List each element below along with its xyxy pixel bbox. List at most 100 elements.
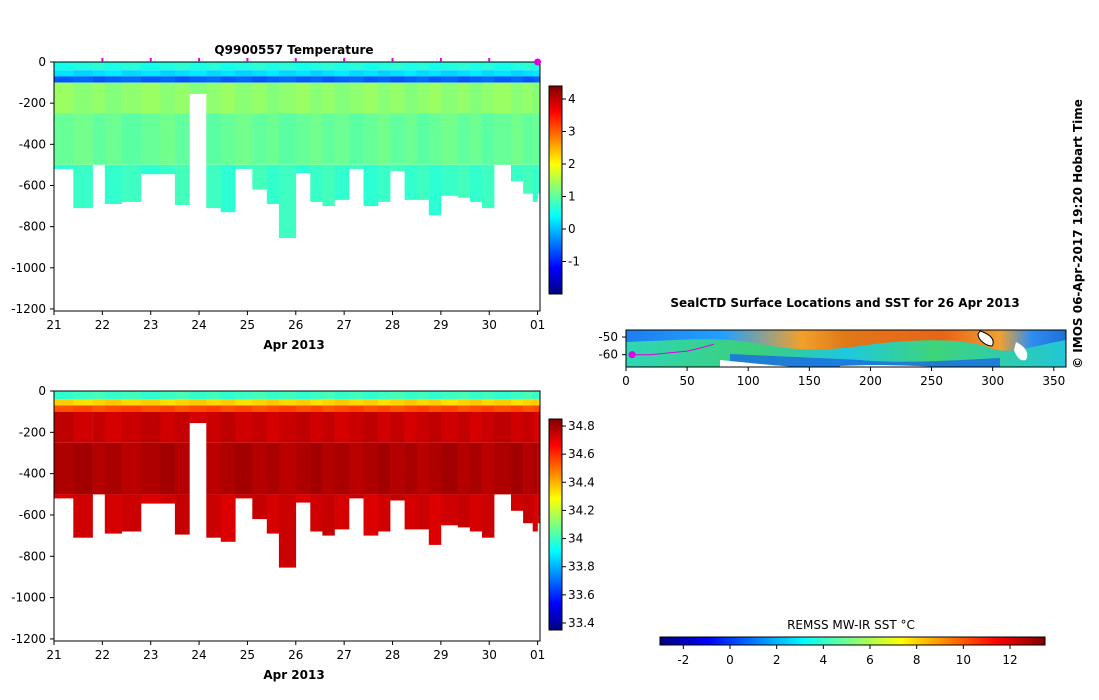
profile-cell: [266, 70, 280, 77]
profile-cell: [220, 411, 236, 443]
sst-map-frame: [625, 329, 1067, 368]
profile-cell: [54, 399, 74, 406]
profile-cell: [532, 405, 538, 412]
profile-cell: [54, 494, 74, 499]
profile-cell: [416, 113, 430, 165]
colorbar-tick-label: 33.8: [568, 560, 595, 574]
y-tick-label: -1200: [11, 632, 46, 646]
profile-cell: [235, 405, 253, 412]
profile-cell: [482, 391, 495, 400]
profile-cell: [428, 76, 442, 83]
profile-cell: [416, 164, 430, 200]
imos-credit: © IMOS 06-Apr-2017 19:20 Hobart Time: [1071, 99, 1085, 369]
profile-cell: [440, 405, 459, 412]
profile-cell: [532, 391, 538, 400]
profile-cell: [334, 399, 350, 406]
profile-cell: [160, 76, 176, 83]
profile-cell: [174, 411, 190, 443]
y-tick-label: -400: [19, 467, 46, 481]
profile-cell: [404, 391, 417, 400]
profile-cell: [523, 82, 534, 114]
profile-cell: [252, 164, 268, 190]
x-tick-label: 250: [920, 374, 943, 388]
profile-cell: [404, 442, 417, 495]
profile-cell: [266, 391, 280, 400]
temperature-colorbar-frame: [548, 85, 563, 295]
profile-cell: [494, 70, 512, 77]
profile-cell: [334, 62, 350, 71]
x-tick-label: 0: [622, 374, 630, 388]
colorbar-tick-label: 12: [1002, 653, 1017, 667]
y-tick-label: 0: [38, 384, 46, 398]
x-tick-label: 21: [46, 318, 61, 332]
x-tick-label: 01: [530, 318, 545, 332]
profile-cell: [349, 82, 364, 114]
profile-cell: [141, 405, 161, 412]
profile-cell: [235, 76, 253, 83]
profile-cell: [206, 62, 222, 71]
profile-cell: [482, 164, 495, 209]
profile-cell: [160, 391, 176, 400]
colorbar-tick-label: 0: [726, 653, 734, 667]
sst-colorbar-title: REMSS MW-IR SST °C: [787, 618, 915, 632]
profile-cell: [390, 391, 405, 400]
profile-cell: [390, 405, 405, 412]
profile-cell: [390, 164, 405, 172]
profile-cell: [440, 113, 459, 165]
profile-cell: [278, 82, 297, 114]
profile-cell: [121, 411, 142, 443]
profile-cell: [220, 399, 236, 406]
profile-cell: [220, 82, 236, 114]
profile-cell: [266, 494, 280, 534]
profile-cell: [160, 442, 176, 495]
seal-track: [632, 343, 715, 356]
y-tick-label: -200: [19, 96, 46, 110]
profile-cell: [440, 494, 459, 526]
profile-cell: [349, 494, 364, 499]
profile-cell: [349, 405, 364, 412]
profile-cell: [457, 70, 471, 77]
profile-cell: [511, 442, 524, 495]
profile-cell: [511, 82, 524, 114]
x-tick-label: 22: [95, 318, 110, 332]
x-tick-label: 28: [385, 318, 400, 332]
profile-cell: [121, 113, 142, 165]
profile-cell: [310, 391, 323, 400]
profile-cell: [189, 411, 207, 424]
profile-cell: [278, 62, 297, 71]
profile-cell: [416, 70, 430, 77]
profile-cell: [266, 62, 280, 71]
temperature-x-ticks: 21 22 23 24 25 26 27 28 29 30 01: [46, 311, 545, 332]
profile-cell: [482, 411, 495, 443]
profile-cell: [310, 82, 323, 114]
profile-cell: [469, 62, 483, 71]
profile-cell: [92, 82, 106, 114]
profile-cell: [235, 113, 253, 165]
profile-cell: [174, 62, 190, 71]
profile-cell: [523, 391, 534, 400]
profile-cell: [416, 411, 430, 443]
x-tick-label: 01: [530, 648, 545, 662]
y-tick-label: -800: [19, 220, 46, 234]
profile-cell: [349, 391, 364, 400]
profile-cell: [482, 494, 495, 538]
y-tick-label: -1200: [11, 302, 46, 316]
profile-cell: [363, 411, 379, 443]
profile-cell: [532, 113, 538, 165]
profile-cell: [310, 405, 323, 412]
profile-cell: [310, 113, 323, 165]
profile-cell: [511, 76, 524, 83]
south-america-land: [1014, 342, 1028, 361]
salinity-axes-frame: [53, 390, 541, 642]
profile-cell: [416, 62, 430, 71]
profile-cell: [469, 494, 483, 532]
profile-cell: [73, 76, 93, 83]
x-tick-label: 28: [385, 648, 400, 662]
profile-cell: [235, 62, 253, 71]
profile-cell: [235, 391, 253, 400]
profile-cell: [141, 442, 161, 495]
profile-cell: [322, 76, 335, 83]
profile-cell: [494, 82, 512, 114]
colorbar-tick-label: 34.2: [568, 503, 595, 517]
profile-cell: [494, 113, 512, 165]
